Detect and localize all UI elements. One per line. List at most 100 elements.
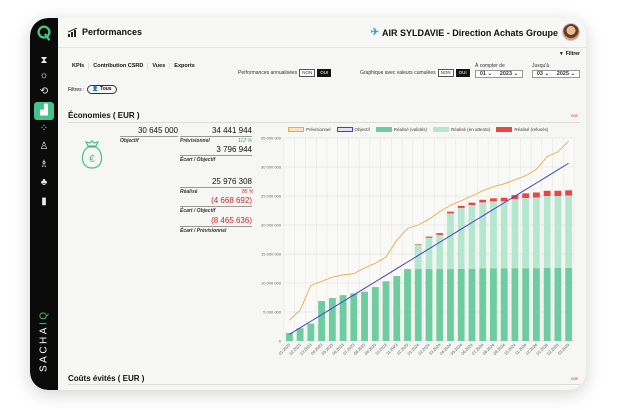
airplane-icon: ✈ [370,27,379,38]
objectif-label: Objectif [120,138,139,144]
user-avatar[interactable] [562,23,580,41]
sidebar-item-hourglass[interactable]: ⧗ [35,53,53,69]
bar-realise-valides [468,268,476,341]
y-tick-label: 30 000 000 [261,165,282,170]
tab-kpis[interactable]: KPIs [68,63,90,69]
filters-row: Filtres : 👤 Tous [68,85,117,94]
divider [180,206,252,207]
y-tick-label: 20 000 000 [261,223,282,228]
sachaiq-logo-icon[interactable] [35,24,53,42]
bar-realise-en-attente [457,207,465,269]
tab-vues[interactable]: Vues [148,63,171,69]
y-tick-label: 0 [279,339,282,344]
brand-wordmark: SACHAIQ [38,309,50,373]
to-year-select[interactable]: 2025 ⌄ [556,71,576,77]
bar-realise-refuses [522,193,530,199]
bar-realise-valides [404,269,411,341]
tab-bar: KPIs Contribution CSRD Vues Exports [68,63,199,69]
bar-realise-refuses [414,244,422,245]
filter-button[interactable]: ▼ Filtrer [558,51,580,57]
ecart-previsionnel-label: Écart / Prévisionnel [180,228,227,234]
bar-realise-valides [457,268,465,341]
tab-contribution-csrd[interactable]: Contribution CSRD [89,63,149,69]
legend-realise-en-attente[interactable]: Réalisé (en attente) [433,127,490,133]
sidebar-item-history[interactable]: ⟲ [35,84,53,100]
to-month-select[interactable]: 03 ⌄ [536,71,550,77]
couts-evites-voir-link[interactable]: voir [570,376,578,381]
bar-realise-refuses [468,202,476,205]
bar-realise-en-attente [468,204,476,269]
bar-realise-en-attente [414,244,422,270]
legend-objectif[interactable]: Objectif [336,127,370,133]
sidebar: ⧗ ☼ ⟲ ▟ ⁘ ♙ ♗ ♣ ▮ SACHAIQ [30,18,58,390]
previsionnel-label: Prévisionnel [180,138,210,144]
sidebar-item-book[interactable]: ▮ [35,194,53,210]
bar-realise-valides [554,267,562,341]
divider [180,155,252,156]
date-from: À compter de 01 ⌄ 2023 ⌄ [475,63,523,78]
organization-name[interactable]: ✈ AIR SYLDAVIE - Direction Achats Groupe [370,27,558,38]
from-month-select[interactable]: 01 ⌄ [479,71,493,77]
y-tick-label: 5 000 000 [263,310,282,315]
objectif-value: 30 645 000 [137,126,178,135]
previsionnel-value: 34 441 944 [211,126,252,135]
sidebar-item-user-list[interactable]: ♙ [35,139,53,155]
y-tick-label: 15 000 000 [261,252,282,257]
bar-realise-valides [479,268,487,341]
bar-realise-en-attente [436,234,444,270]
bar-realise-refuses [500,197,508,202]
economies-voir-link[interactable]: voir [570,113,578,118]
bar-realise-valides [500,268,508,341]
bar-realise-refuses [543,190,551,196]
filter-pill-tous[interactable]: 👤 Tous [87,85,117,94]
performance-chart-icon [68,27,78,37]
sidebar-item-sun[interactable]: ☼ [35,68,53,84]
sidebar-item-team[interactable]: ⁘ [35,121,53,137]
sidebar-item-performance-chart[interactable]: ▟ [34,102,54,120]
cumulative-oui-button[interactable]: OUI [455,69,470,77]
legend-realise-refuses[interactable]: Réalisé (refusés) [496,127,548,133]
user-list-icon: ♙ [39,141,49,152]
performance-chart-icon: ▟ [40,105,48,116]
ecart-previsionnel-value: (8 465 636) [211,216,252,225]
date-to: Jusqu'à 03 ⌄ 2025 ⌄ [532,63,580,78]
legend-realise-valides[interactable]: Réalisé (validés) [375,127,427,133]
from-year-select[interactable]: 2023 ⌄ [499,71,519,77]
sidebar-item-suppliers[interactable]: ♣ [35,175,53,191]
annualized-oui-button[interactable]: OUI [317,69,332,77]
bar-realise-en-attente [522,198,530,269]
annualized-toggle: Performances annualisées NON OUI [238,69,332,77]
bar-realise-refuses [436,233,444,235]
svg-text:€: € [89,154,95,165]
cumulative-non-button[interactable]: NON [437,69,454,77]
bar-realise-valides [393,276,401,341]
bar-realise-valides [382,281,390,341]
bar-realise-refuses [479,199,487,203]
annualized-non-button[interactable]: NON [299,69,316,77]
funnel-icon: ▼ [558,51,564,57]
x-tick-label: 03.2025 [557,342,571,356]
bar-realise-valides [296,328,304,341]
bar-realise-valides [328,298,336,341]
bar-realise-valides [350,293,358,341]
bar-realise-en-attente [532,197,540,269]
line-objectif [289,162,569,335]
bar-realise-valides [565,267,573,341]
legend-previsionnel[interactable]: Prévisionnel [288,127,331,133]
bar-realise-valides [447,269,454,341]
realise-pct: 85 % [242,189,254,195]
sun-icon: ☼ [39,70,49,81]
couts-evites-title: Coûts évités ( EUR ) [68,374,145,383]
bar-realise-en-attente [554,196,562,268]
bar-realise-valides [532,268,540,341]
divider [180,187,252,188]
bar-realise-en-attente [511,199,519,269]
bar-realise-en-attente [490,201,497,269]
line-previsionnel [289,140,569,321]
bar-realise-valides [285,332,293,341]
money-bag-icon: € [81,140,103,169]
suppliers-icon: ♣ [40,177,48,188]
sidebar-item-org-chart[interactable]: ♗ [35,157,53,173]
bar-realise-valides [339,295,347,341]
tab-exports[interactable]: Exports [174,63,195,69]
